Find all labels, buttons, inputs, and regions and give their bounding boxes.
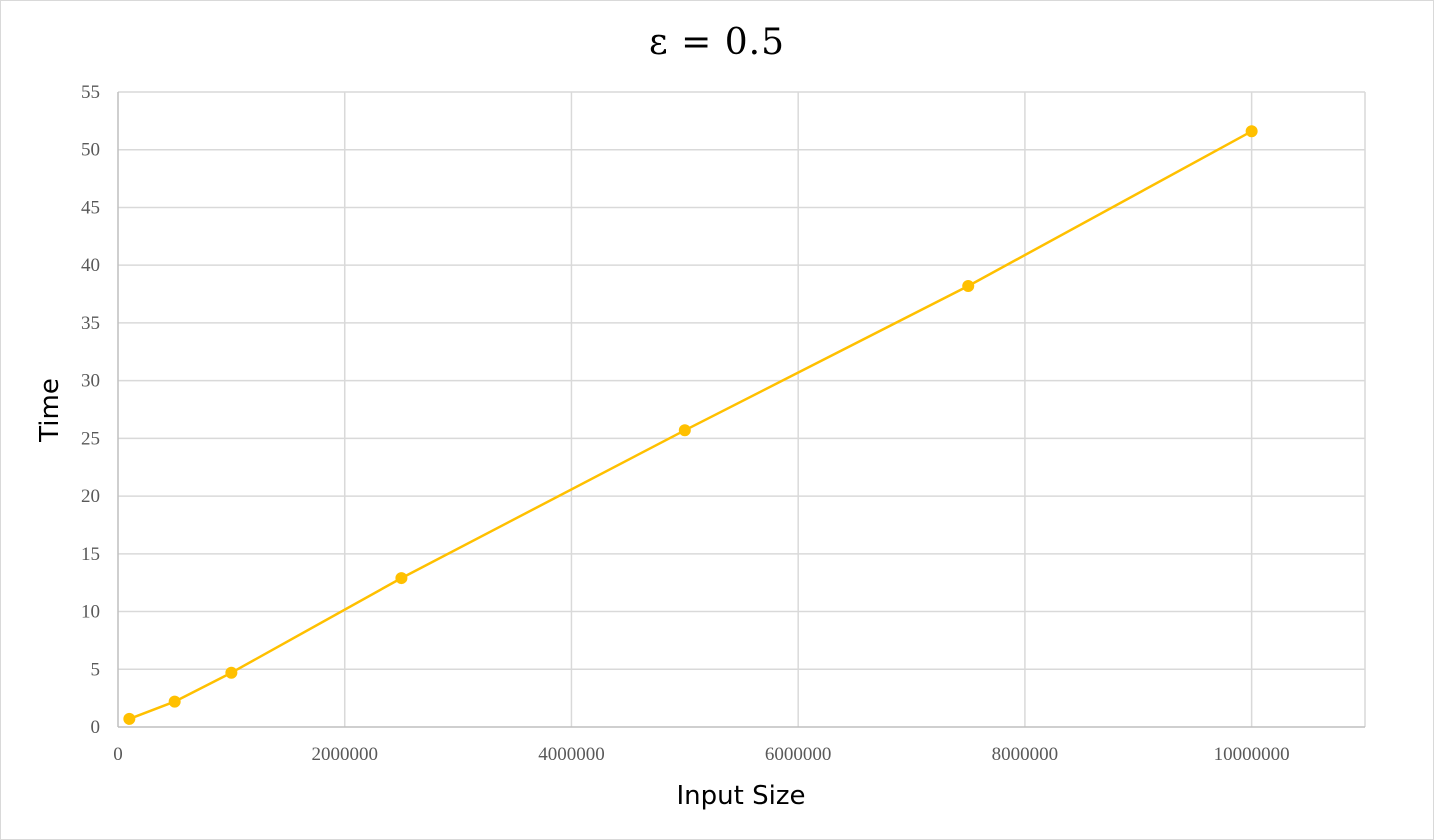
label-layer: Input Size Time	[35, 378, 805, 811]
y-tick-label: 0	[91, 717, 101, 738]
data-point	[395, 572, 408, 585]
y-tick-label: 30	[81, 371, 100, 392]
y-tick-label: 50	[81, 140, 100, 161]
x-axis-title: Input Size	[677, 781, 806, 811]
x-tick-label: 8000000	[992, 744, 1059, 765]
data-point	[123, 712, 136, 725]
series-line	[128, 130, 1253, 721]
data-point	[225, 666, 238, 679]
data-point	[678, 424, 691, 437]
chart-title: ε = 0.5	[649, 22, 785, 63]
y-tick-label: 55	[81, 82, 100, 103]
y-tick-label: 45	[81, 197, 100, 218]
x-tick-label: 2000000	[311, 744, 378, 765]
y-tick-label: 5	[91, 659, 101, 680]
x-tick-label: 6000000	[765, 744, 832, 765]
data-point	[168, 695, 181, 708]
x-tick-label: 4000000	[538, 744, 605, 765]
grid-layer	[118, 91, 1366, 727]
data-point	[962, 279, 975, 292]
x-tick-label: 10000000	[1214, 744, 1290, 765]
x-tick-label: 0	[113, 744, 123, 765]
series-layer	[123, 125, 1258, 725]
y-tick-label: 40	[81, 255, 100, 276]
data-point	[1245, 125, 1258, 138]
y-tick-label: 20	[81, 486, 100, 507]
y-tick-label: 15	[81, 544, 100, 565]
y-tick-label: 25	[81, 428, 100, 449]
axis-layer: 0 5 10 15 20 25 30 35 40 45 50 55 0 2000000 4000000 600…	[81, 82, 1365, 765]
y-tick-label: 10	[81, 602, 100, 623]
y-axis-title: Time	[35, 378, 65, 443]
y-tick-label: 35	[81, 313, 100, 334]
